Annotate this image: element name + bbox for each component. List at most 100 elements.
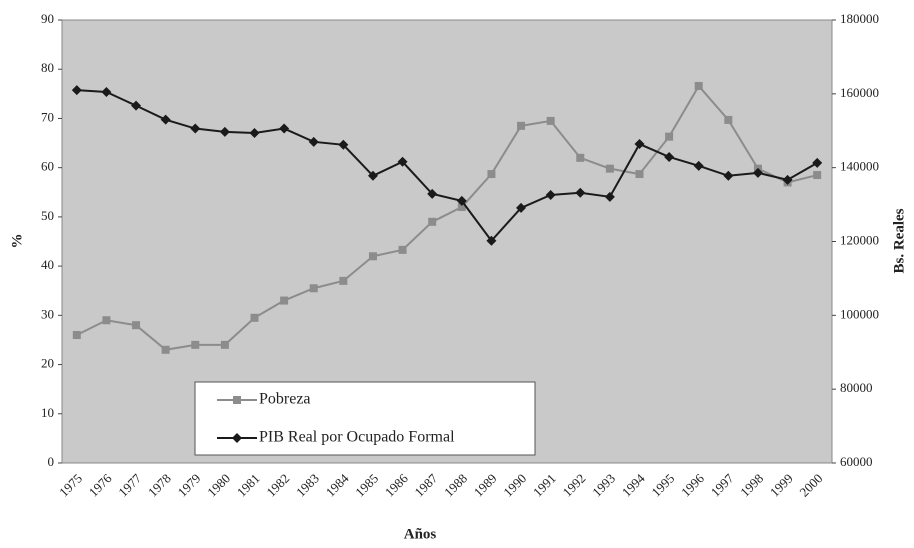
x-tick-label: 1993 — [589, 471, 618, 500]
y2-tick-label: 120000 — [840, 232, 879, 247]
marker — [339, 276, 348, 285]
y-tick-label: 50 — [41, 208, 54, 223]
y-tick-label: 10 — [41, 405, 54, 420]
y-tick-label: 40 — [41, 257, 54, 272]
marker — [516, 202, 527, 213]
marker — [664, 151, 675, 162]
x-tick-label: 1991 — [530, 471, 559, 500]
marker — [132, 321, 141, 330]
marker — [219, 126, 230, 137]
y2-axis-title: Bs. Reales — [891, 208, 907, 273]
x-tick-label: 1976 — [86, 470, 115, 499]
series-line — [76, 84, 818, 351]
marker — [280, 296, 289, 305]
y2-tick-label: 180000 — [840, 11, 879, 26]
x-tick-label: 1983 — [293, 471, 322, 500]
y2-tick-label: 100000 — [840, 306, 879, 321]
marker — [546, 116, 555, 125]
marker — [752, 167, 763, 178]
legend-label: PIB Real por Ocupado Formal — [259, 429, 455, 446]
x-tick-label: 1982 — [263, 471, 292, 500]
x-tick-label: 1988 — [441, 471, 470, 500]
y-tick-label: 70 — [41, 109, 54, 124]
marker — [250, 313, 259, 322]
marker — [72, 331, 81, 340]
marker — [397, 156, 408, 167]
marker — [367, 170, 378, 181]
x-tick-label: 1980 — [204, 471, 233, 500]
marker — [782, 174, 793, 185]
marker — [160, 114, 171, 125]
y2-tick-label: 80000 — [840, 380, 873, 395]
x-tick-label: 1990 — [500, 471, 529, 500]
marker — [694, 81, 703, 90]
marker — [486, 235, 497, 246]
marker — [456, 195, 467, 206]
marker — [368, 252, 377, 261]
y2-tick-label: 140000 — [840, 159, 879, 174]
x-tick-label: 1975 — [56, 471, 85, 500]
marker — [576, 153, 585, 162]
x-tick-label: 1984 — [323, 470, 352, 499]
marker — [220, 340, 229, 349]
marker — [487, 170, 496, 179]
marker — [338, 139, 349, 150]
marker — [161, 345, 170, 354]
marker — [249, 127, 260, 138]
y-axis-title: % — [9, 234, 25, 249]
x-tick-label: 2000 — [796, 471, 825, 500]
x-tick-label: 1986 — [382, 470, 411, 499]
marker — [457, 203, 466, 212]
marker — [724, 115, 733, 124]
marker — [232, 433, 242, 443]
marker — [517, 121, 526, 130]
legend-label: Pobreza — [259, 391, 311, 408]
marker — [665, 132, 674, 141]
marker — [233, 396, 241, 404]
marker — [428, 217, 437, 226]
x-tick-label: 1981 — [234, 471, 263, 500]
y2-tick-label: 160000 — [840, 85, 879, 100]
y-tick-label: 60 — [41, 159, 54, 174]
marker — [813, 171, 822, 180]
x-tick-label: 1992 — [560, 471, 589, 500]
marker — [308, 136, 319, 147]
x-tick-label: 1989 — [471, 471, 500, 500]
y-tick-label: 80 — [41, 60, 54, 75]
marker — [279, 123, 290, 134]
marker — [71, 85, 82, 96]
series-line — [76, 89, 818, 243]
y-tick-label: 0 — [48, 454, 55, 469]
marker — [635, 170, 644, 179]
legend-box — [194, 381, 536, 456]
x-tick-label: 1979 — [175, 471, 204, 500]
marker — [131, 100, 142, 111]
y-tick-label: 90 — [41, 11, 54, 26]
marker — [102, 316, 111, 325]
x-tick-label: 1987 — [411, 470, 440, 499]
x-tick-label: 1985 — [352, 471, 381, 500]
marker — [427, 188, 438, 199]
marker — [723, 170, 734, 181]
x-axis-title: Años — [404, 526, 437, 542]
marker — [634, 139, 645, 150]
marker — [575, 187, 586, 198]
x-tick-label: 1978 — [145, 471, 174, 500]
marker — [101, 86, 112, 97]
x-tick-label: 1977 — [115, 470, 144, 499]
x-tick-label: 1995 — [648, 471, 677, 500]
marker — [191, 340, 200, 349]
x-tick-label: 1997 — [708, 470, 737, 499]
marker — [545, 189, 556, 200]
y-tick-label: 20 — [41, 356, 54, 371]
x-tick-label: 1998 — [737, 471, 766, 500]
marker — [812, 157, 823, 168]
y-tick-label: 30 — [41, 306, 54, 321]
y2-tick-label: 60000 — [840, 454, 873, 469]
marker — [605, 164, 614, 173]
marker — [398, 245, 407, 254]
marker — [309, 284, 318, 293]
marker — [693, 160, 704, 171]
x-tick-label: 1999 — [767, 471, 796, 500]
